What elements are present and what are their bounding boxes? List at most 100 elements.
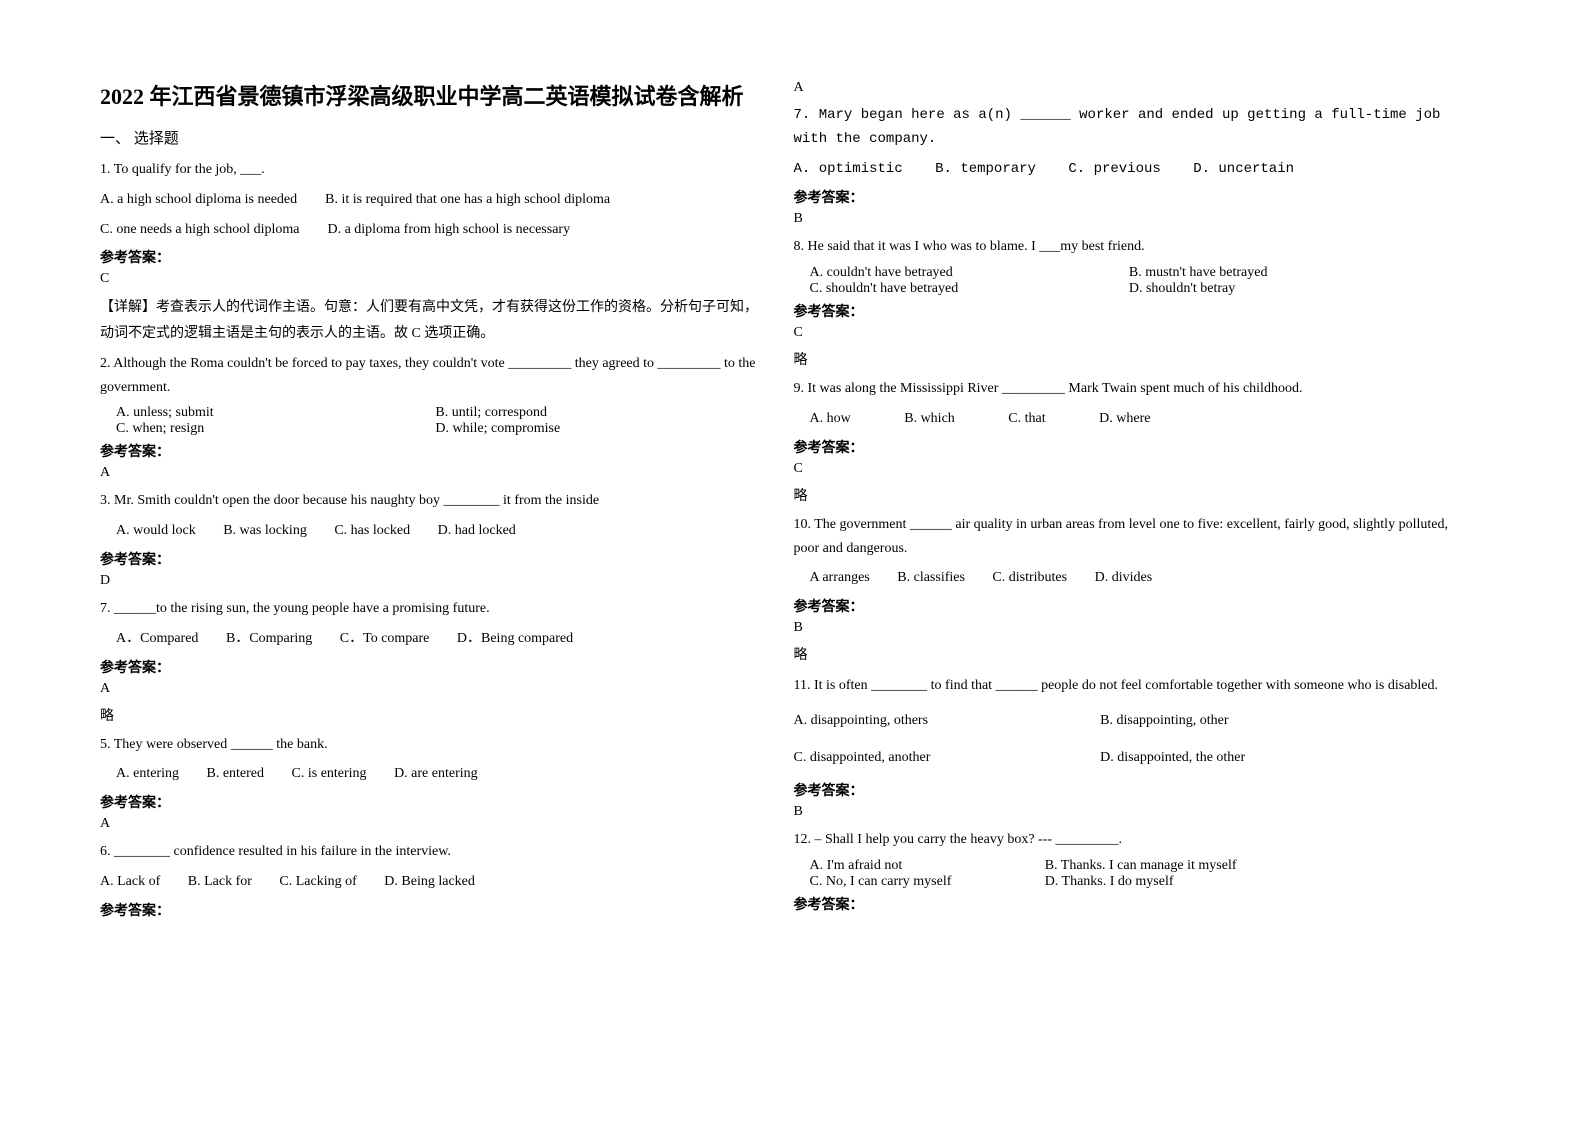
answer-value: B bbox=[794, 211, 1458, 227]
question-options: A. would lock B. was locking C. has lock… bbox=[116, 519, 764, 543]
option-d: D. are entering bbox=[394, 766, 478, 781]
question-stem: 2. Although the Roma couldn't be forced … bbox=[100, 352, 764, 400]
option-b: B. until; correspond bbox=[435, 405, 726, 421]
question-options: A. unless; submit B. until; correspond C… bbox=[116, 405, 764, 437]
option-d: D. shouldn't betray bbox=[1129, 281, 1420, 297]
option-b: B. it is required that one has a high sc… bbox=[325, 188, 610, 212]
right-column: A 7. Mary began here as a(n) ______ work… bbox=[794, 80, 1488, 1082]
option-c: C. Lacking of bbox=[279, 874, 356, 889]
question-options: C. disappointed, another D. disappointed… bbox=[794, 743, 1458, 774]
answer-value: A bbox=[794, 80, 1458, 96]
answer-abbr: 略 bbox=[794, 644, 1458, 664]
option-a: A. entering bbox=[116, 766, 179, 781]
option-c: C. disappointed, another bbox=[794, 743, 1073, 774]
question-options: A. entering B. entered C. is entering D.… bbox=[116, 762, 764, 786]
option-c: C. has locked bbox=[334, 523, 410, 538]
answer-label: 参考答案： bbox=[100, 657, 764, 677]
answer-value: D bbox=[100, 573, 764, 589]
answer-label: 参考答案： bbox=[100, 900, 764, 920]
question-options: A. I'm afraid not B. Thanks. I can manag… bbox=[810, 858, 1458, 890]
option-d: D. had locked bbox=[438, 523, 516, 538]
question-options: C. one needs a high school diploma D. a … bbox=[100, 218, 764, 242]
answer-label: 参考答案： bbox=[794, 894, 1458, 914]
question-stem: 8. He said that it was I who was to blam… bbox=[794, 235, 1458, 259]
option-c: C. that bbox=[1008, 411, 1045, 426]
answer-value: C bbox=[794, 461, 1458, 477]
option-a: A. disappointing, others bbox=[794, 706, 1073, 737]
option-c: C. one needs a high school diploma bbox=[100, 218, 299, 242]
option-d: D. a diploma from high school is necessa… bbox=[327, 218, 570, 242]
option-a: A. how bbox=[810, 411, 851, 426]
option-c: C. shouldn't have betrayed bbox=[810, 281, 1101, 297]
option-b: B. was locking bbox=[223, 523, 307, 538]
answer-abbr: 略 bbox=[794, 349, 1458, 369]
option-b: B. Thanks. I can manage it myself bbox=[1045, 858, 1237, 874]
question-stem: 12. – Shall I help you carry the heavy b… bbox=[794, 828, 1458, 852]
question-options: A. disappointing, others B. disappointin… bbox=[794, 706, 1458, 737]
option-c: C. distributes bbox=[992, 570, 1067, 585]
exam-title: 2022 年江西省景德镇市浮梁高级职业中学高二英语模拟试卷含解析 bbox=[100, 80, 764, 113]
option-d: D. uncertain bbox=[1193, 161, 1294, 177]
option-c: C．To compare bbox=[340, 631, 430, 646]
answer-value: A bbox=[100, 816, 764, 832]
question-stem: 7. Mary began here as a(n) ______ worker… bbox=[794, 104, 1458, 152]
answer-value: B bbox=[794, 804, 1458, 820]
question-options: A. how B. which C. that D. where bbox=[810, 407, 1458, 431]
option-b: B. mustn't have betrayed bbox=[1129, 265, 1420, 281]
option-a: A. unless; submit bbox=[116, 405, 407, 421]
answer-label: 参考答案： bbox=[794, 596, 1458, 616]
option-d: D．Being compared bbox=[457, 631, 573, 646]
answer-label: 参考答案： bbox=[100, 549, 764, 569]
answer-explanation: 【详解】考查表示人的代词作主语。句意：人们要有高中文凭，才有获得这份工作的资格。… bbox=[100, 295, 764, 345]
option-d: D. while; compromise bbox=[435, 421, 726, 437]
option-a: A arranges bbox=[810, 570, 870, 585]
question-stem: 3. Mr. Smith couldn't open the door beca… bbox=[100, 489, 764, 513]
option-b: B. disappointing, other bbox=[1100, 706, 1228, 737]
question-stem: 5. They were observed ______ the bank. bbox=[100, 733, 764, 757]
section-title: 一、 选择题 bbox=[100, 127, 764, 148]
option-b: B. which bbox=[904, 411, 955, 426]
answer-value: C bbox=[100, 271, 764, 287]
question-options: A arranges B. classifies C. distributes … bbox=[810, 566, 1458, 590]
answer-label: 参考答案： bbox=[794, 301, 1458, 321]
answer-abbr: 略 bbox=[794, 485, 1458, 505]
option-c: C. No, I can carry myself bbox=[810, 874, 1017, 890]
option-d: D. divides bbox=[1095, 570, 1153, 585]
option-c: C. is entering bbox=[292, 766, 367, 781]
option-d: D. Being lacked bbox=[384, 874, 475, 889]
question-stem: 1. To qualify for the job, ___. bbox=[100, 158, 764, 182]
answer-abbr: 略 bbox=[100, 705, 764, 725]
answer-label: 参考答案： bbox=[100, 792, 764, 812]
answer-label: 参考答案： bbox=[794, 187, 1458, 207]
option-b: B. entered bbox=[206, 766, 264, 781]
option-c: C. when; resign bbox=[116, 421, 407, 437]
question-options: A．Compared B．Comparing C．To compare D．Be… bbox=[116, 627, 764, 651]
question-stem: 6. ________ confidence resulted in his f… bbox=[100, 840, 764, 864]
option-b: B. classifies bbox=[897, 570, 965, 585]
option-a: A. couldn't have betrayed bbox=[810, 265, 1101, 281]
option-d: D. Thanks. I do myself bbox=[1045, 874, 1174, 890]
option-a: A. optimistic bbox=[794, 161, 903, 177]
option-a: A. a high school diploma is needed bbox=[100, 188, 297, 212]
question-options: A. couldn't have betrayed B. mustn't hav… bbox=[810, 265, 1458, 297]
answer-label: 参考答案： bbox=[794, 437, 1458, 457]
question-options: A. Lack of B. Lack for C. Lacking of D. … bbox=[100, 870, 764, 894]
option-a: A. I'm afraid not bbox=[810, 858, 1017, 874]
question-options: A. optimistic B. temporary C. previous D… bbox=[794, 158, 1458, 182]
answer-label: 参考答案： bbox=[100, 441, 764, 461]
answer-value: A bbox=[100, 681, 764, 697]
option-a: A．Compared bbox=[116, 631, 198, 646]
option-d: D. where bbox=[1099, 411, 1150, 426]
question-stem: 11. It is often ________ to find that __… bbox=[794, 672, 1458, 700]
answer-value: A bbox=[100, 465, 764, 481]
answer-label: 参考答案： bbox=[794, 780, 1458, 800]
question-options: A. a high school diploma is needed B. it… bbox=[100, 188, 764, 212]
option-d: D. disappointed, the other bbox=[1100, 743, 1245, 774]
question-stem: 10. The government ______ air quality in… bbox=[794, 513, 1458, 561]
question-stem: 9. It was along the Mississippi River __… bbox=[794, 377, 1458, 401]
option-a: A. Lack of bbox=[100, 874, 160, 889]
answer-label: 参考答案： bbox=[100, 247, 764, 267]
option-b: B. temporary bbox=[935, 161, 1036, 177]
option-a: A. would lock bbox=[116, 523, 196, 538]
option-c: C. previous bbox=[1068, 161, 1160, 177]
